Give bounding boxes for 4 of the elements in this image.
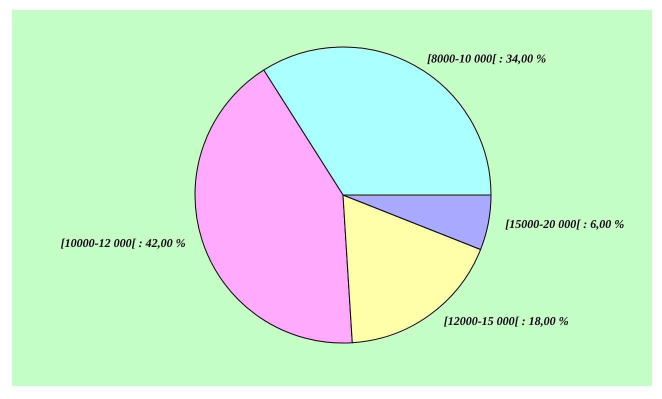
slice-label: [8000-10 000[ : 34,00 % (427, 51, 546, 66)
slice-label: [10000-12 000[ : 42,00 % (60, 236, 186, 250)
slice-label: [12000-15 000[ : 18,00 % (444, 314, 569, 328)
slice-label: [15000-20 000[ : 6,00 % (505, 217, 624, 232)
